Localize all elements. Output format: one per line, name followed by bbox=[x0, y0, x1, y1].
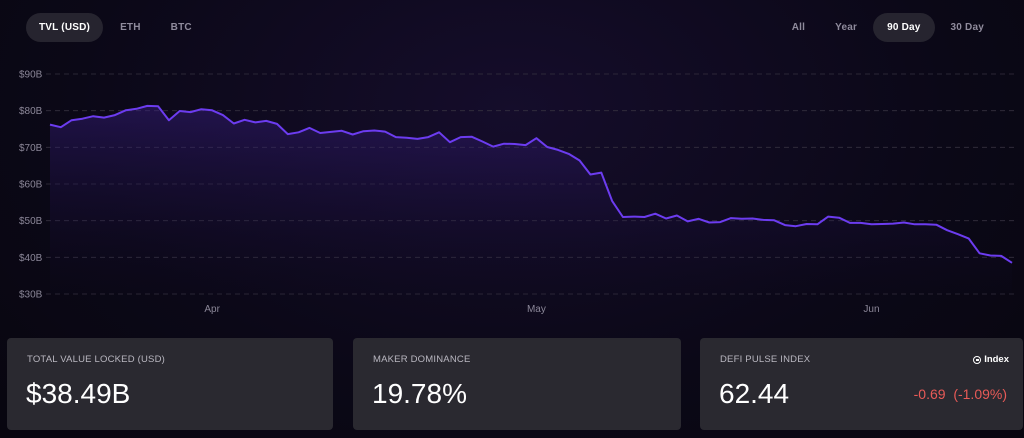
index-badge[interactable]: Index bbox=[973, 354, 1009, 365]
tab-btc[interactable]: BTC bbox=[170, 22, 192, 33]
y-axis: $90B $80B $70B $60B $50B $40B $30B bbox=[19, 70, 43, 301]
x-tick-label: Apr bbox=[204, 304, 220, 315]
tvl-series-line bbox=[49, 104, 1013, 264]
tab-eth[interactable]: ETH bbox=[120, 22, 141, 33]
y-tick-label: $80B bbox=[19, 106, 43, 117]
defi-pulse-index-value: 62.44 bbox=[719, 378, 790, 409]
card-label: DEFI PULSE INDEX bbox=[720, 354, 811, 365]
range-tabs: All Year 90 Day 30 Day bbox=[776, 13, 998, 42]
tab-30-day[interactable]: 30 Day bbox=[950, 22, 984, 33]
card-maker-dominance: MAKER DOMINANCE 19.78% bbox=[353, 338, 681, 430]
y-tick-label: $40B bbox=[19, 253, 43, 264]
index-badge-label: Index bbox=[984, 354, 1009, 365]
y-tick-label: $70B bbox=[19, 143, 43, 154]
tab-all[interactable]: All bbox=[791, 22, 806, 33]
y-tick-label: $30B bbox=[19, 290, 43, 301]
tab-year[interactable]: Year bbox=[835, 22, 858, 33]
x-tick-label: Jun bbox=[863, 304, 879, 315]
x-axis: Apr May Jun bbox=[204, 304, 879, 315]
defi-pulse-index-change: -0.69 (-1.09%) bbox=[913, 386, 1007, 402]
currency-tabs: TVL (USD) ETH BTC bbox=[26, 13, 209, 42]
maker-dominance-value: 19.78% bbox=[372, 378, 467, 409]
y-tick-label: $50B bbox=[19, 216, 43, 227]
y-tick-label: $90B bbox=[19, 70, 43, 81]
card-total-value-locked: TOTAL VALUE LOCKED (USD) $38.49B bbox=[7, 338, 333, 430]
tvl-area-fill bbox=[50, 105, 1012, 295]
tab-tvl-usd[interactable]: TVL (USD) bbox=[26, 13, 104, 42]
index-icon bbox=[973, 355, 982, 364]
tvl-value: $38.49B bbox=[26, 378, 131, 409]
x-tick-label: May bbox=[527, 304, 546, 315]
card-label: TOTAL VALUE LOCKED (USD) bbox=[27, 354, 166, 365]
card-defi-pulse-index: DEFI PULSE INDEX Index 62.44 -0.69 (-1.0… bbox=[700, 338, 1023, 430]
y-tick-label: $60B bbox=[19, 180, 43, 191]
tab-90-day[interactable]: 90 Day bbox=[873, 13, 935, 42]
tvl-chart[interactable]: $90B $80B $70B $60B $50B $40B $30B Apr May Jun bbox=[0, 60, 1024, 320]
card-label: MAKER DOMINANCE bbox=[373, 354, 471, 365]
